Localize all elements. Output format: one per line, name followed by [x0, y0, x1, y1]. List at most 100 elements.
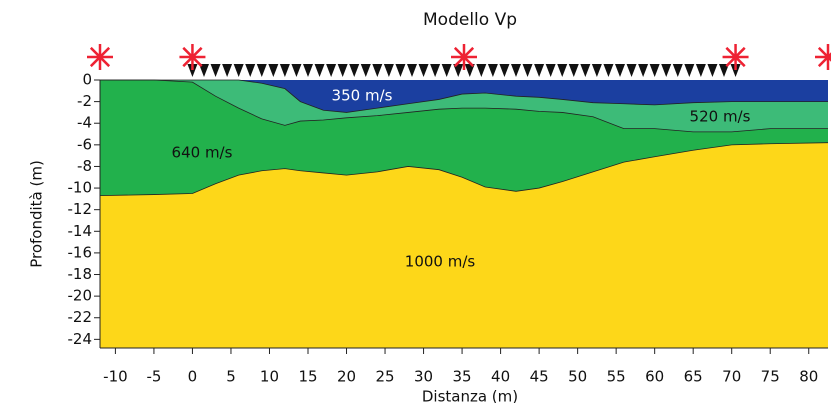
- geophone: [684, 64, 695, 77]
- geophone: [719, 64, 729, 77]
- geophone: [303, 64, 313, 77]
- geophone: [441, 64, 452, 77]
- geophone: [245, 64, 256, 77]
- geophone: [210, 64, 221, 77]
- geophone: [199, 64, 209, 77]
- geophone: [557, 64, 568, 77]
- x-tick-label: 30: [414, 368, 433, 386]
- layer-label: 350 m/s: [332, 87, 393, 105]
- geophone: [672, 64, 683, 77]
- geophone: [730, 64, 741, 77]
- geophone: [476, 64, 487, 77]
- x-tick-label: 20: [337, 368, 356, 386]
- x-tick-label: 55: [607, 368, 626, 386]
- x-tick-label: 15: [298, 368, 317, 386]
- boundary-lines: [99, 79, 829, 197]
- geophone: [430, 64, 441, 77]
- shot-point: [179, 44, 206, 70]
- geophone: [395, 64, 406, 77]
- geophone: [279, 64, 290, 77]
- geophone: [638, 64, 649, 77]
- y-tick-label: -20: [68, 287, 93, 305]
- y-tick-label: -10: [68, 179, 93, 197]
- geophone: [407, 64, 417, 77]
- geophone: [511, 64, 521, 77]
- geophone: [661, 64, 672, 77]
- x-tick-label: 50: [568, 368, 587, 386]
- y-tick-label: -6: [77, 135, 92, 153]
- layer-label: 640 m/s: [172, 144, 233, 162]
- geophone: [580, 64, 591, 77]
- y-tick-label: -16: [68, 243, 93, 261]
- survey-marks: [87, 44, 831, 77]
- x-tick-label: 45: [530, 368, 549, 386]
- x-tick-label: 40: [491, 368, 510, 386]
- geophone: [314, 64, 325, 77]
- x-tick-label: 5: [226, 368, 236, 386]
- x-tick-label: 65: [684, 368, 703, 386]
- geophone: [649, 64, 660, 77]
- x-tick-label: 35: [453, 368, 472, 386]
- y-tick-label: 0: [82, 71, 92, 89]
- boundary-line: [100, 79, 828, 133]
- x-axis-label: Distanza (m): [422, 388, 518, 403]
- y-axis-label: Profondità (m): [28, 160, 46, 268]
- boundary-line: [100, 79, 828, 113]
- x-tick-label: 60: [645, 368, 664, 386]
- geophone: [534, 64, 545, 77]
- layer-label: 1000 m/s: [405, 253, 476, 271]
- x-tick-label: 10: [260, 368, 279, 386]
- geophone: [545, 64, 556, 77]
- y-tick-label: -12: [68, 200, 93, 218]
- x-tick-label: -5: [146, 368, 161, 386]
- geophone: [268, 64, 279, 77]
- geophone: [487, 64, 498, 77]
- geophone: [222, 64, 233, 77]
- geophone: [464, 64, 475, 77]
- y-tick-label: -18: [68, 265, 93, 283]
- shot-point: [87, 44, 113, 70]
- layer-label: 520 m/s: [690, 108, 751, 126]
- geophone: [453, 64, 464, 77]
- geophone: [383, 64, 394, 77]
- axes: 0 -2 -4 -6 -8 -10 -12 -14 -16 -18 -20 -22 -24 -10 -5 0 5…: [68, 71, 828, 386]
- geophone: [256, 64, 267, 77]
- x-tick-label: 80: [799, 368, 818, 386]
- geophone: [349, 64, 360, 77]
- y-tick-label: -24: [68, 330, 93, 348]
- layer: [100, 142, 828, 348]
- chart-title: Modello Vp: [423, 10, 517, 30]
- geophone: [695, 64, 706, 77]
- geophone: [603, 64, 614, 77]
- geophone: [626, 64, 637, 77]
- y-tick-label: -14: [68, 222, 93, 240]
- shot-point: [722, 44, 749, 70]
- x-tick-label: 75: [761, 368, 780, 386]
- geophone: [326, 64, 337, 77]
- x-tick-label: -10: [103, 368, 128, 386]
- boundary-line: [99, 142, 829, 197]
- x-tick-label: 25: [375, 368, 394, 386]
- layer-fills: [100, 80, 828, 348]
- shot-point: [451, 44, 477, 70]
- x-tick-label: 0: [188, 368, 198, 386]
- geophone: [568, 64, 579, 77]
- x-tick-label: 70: [722, 368, 741, 386]
- y-tick-label: -4: [77, 114, 92, 132]
- geophone: [499, 64, 510, 77]
- y-tick-label: -2: [77, 92, 92, 110]
- y-tick-label: -22: [68, 308, 93, 326]
- geophone: [187, 64, 198, 77]
- geophone: [291, 64, 302, 77]
- geophone: [418, 64, 429, 77]
- geophone: [233, 64, 244, 77]
- geophone: [360, 64, 371, 77]
- shot-point: [815, 44, 831, 70]
- geophone: [707, 64, 718, 77]
- geophone: [522, 64, 533, 77]
- y-tick-label: -8: [77, 157, 92, 175]
- geophone: [591, 64, 602, 77]
- geophone: [615, 64, 625, 77]
